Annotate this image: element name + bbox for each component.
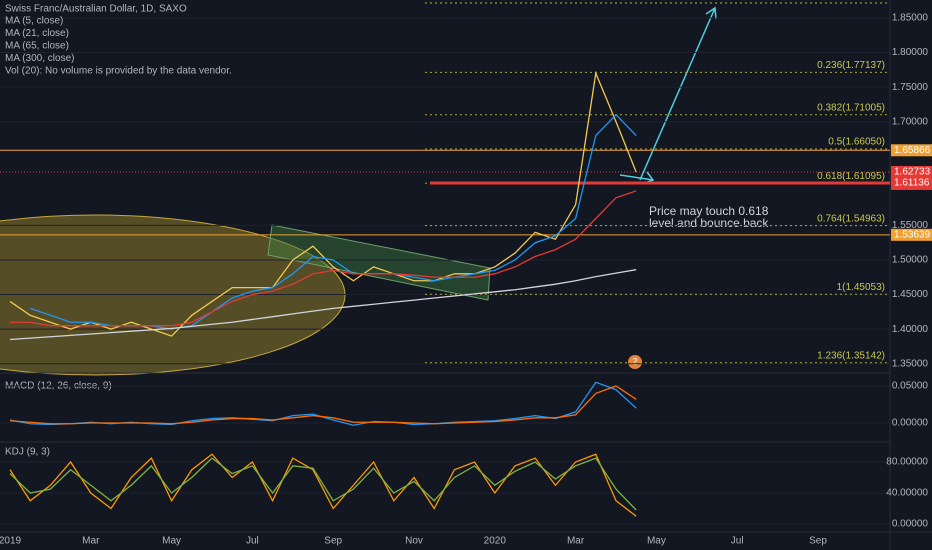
y-tick-label: 0.05000: [892, 381, 929, 392]
price-tag: [891, 228, 932, 241]
y-tick-label: 0.00000: [892, 418, 929, 429]
arrow-up: [639, 7, 716, 181]
x-tick-label: Sep: [324, 536, 342, 547]
y-tick-label: 1.45000: [892, 289, 929, 300]
arrow-down: [619, 174, 654, 181]
y-tick-label: 1.50000: [892, 255, 929, 266]
price-tag-label: 1.65866: [894, 145, 931, 156]
price-tag-label: 1.62733: [894, 167, 931, 178]
series-line: [9, 385, 637, 425]
legend-entry: MA (5, close): [5, 16, 63, 27]
y-tick-label: 80.00000: [886, 457, 928, 468]
event-badge[interactable]: [628, 355, 642, 369]
x-tick-label: May: [647, 536, 666, 547]
x-tick-label: 2020: [484, 536, 507, 547]
kdj-title: KDJ (9, 3): [5, 447, 50, 458]
y-tick-label: 1.35000: [892, 358, 929, 369]
y-tick-label: 1.40000: [892, 324, 929, 335]
x-tick-label: Nov: [405, 536, 423, 547]
x-tick-label: Jul: [246, 536, 259, 547]
series-line: [9, 453, 637, 517]
legend-entry: MA (65, close): [5, 41, 69, 52]
arrow-head: [705, 6, 717, 20]
annotation: Price may touch 0.618: [649, 204, 769, 218]
fib-label: 1(1.45053): [837, 282, 885, 293]
y-tick-label: 0.00000: [892, 519, 929, 530]
y-tick-label: 1.55000: [892, 220, 929, 231]
event-badge-label[interactable]: 2: [632, 356, 637, 366]
y-tick-label: 1.70000: [892, 116, 929, 127]
fib-label: 0.236(1.77137): [817, 60, 885, 71]
y-tick-label: 1.75000: [892, 82, 929, 93]
indicator-label: Vol (20): No volume is provided by the d…: [5, 66, 232, 77]
fib-label: 0.382(1.71005): [817, 102, 885, 113]
fib-label: 1.236(1.35142): [817, 350, 885, 361]
price-tag: [891, 144, 932, 157]
series-line: [9, 269, 637, 341]
x-tick-label: May: [162, 536, 181, 547]
y-tick-label: 40.00000: [886, 488, 928, 499]
fib-label: 0.764(1.54963): [817, 213, 885, 224]
y-tick-label: 1.80000: [892, 47, 929, 58]
legend-entry: MA (300, close): [5, 53, 74, 64]
x-tick-label: Mar: [82, 536, 100, 547]
price-tag-label: 1.53639: [894, 229, 931, 240]
annotation: level and bounce back: [649, 216, 769, 230]
fib-label: 0.5(1.66050): [828, 137, 885, 148]
series-line: [10, 190, 637, 327]
chart-title: Swiss Franc/Australian Dollar, 1D, SAXO: [5, 4, 187, 15]
legend-entry: MA (21, close): [5, 28, 69, 39]
x-tick-label: 2019: [0, 536, 22, 547]
x-tick-label: Sep: [809, 536, 827, 547]
series-line: [9, 70, 637, 337]
price-tag: [891, 176, 932, 189]
x-tick-label: Mar: [567, 536, 585, 547]
fib-label: 0.618(1.61095): [817, 171, 885, 182]
x-tick-label: Jul: [731, 536, 744, 547]
series-line: [9, 457, 637, 511]
price-tag-label: 1.61136: [894, 178, 930, 189]
y-tick-label: 1.85000: [892, 13, 929, 24]
